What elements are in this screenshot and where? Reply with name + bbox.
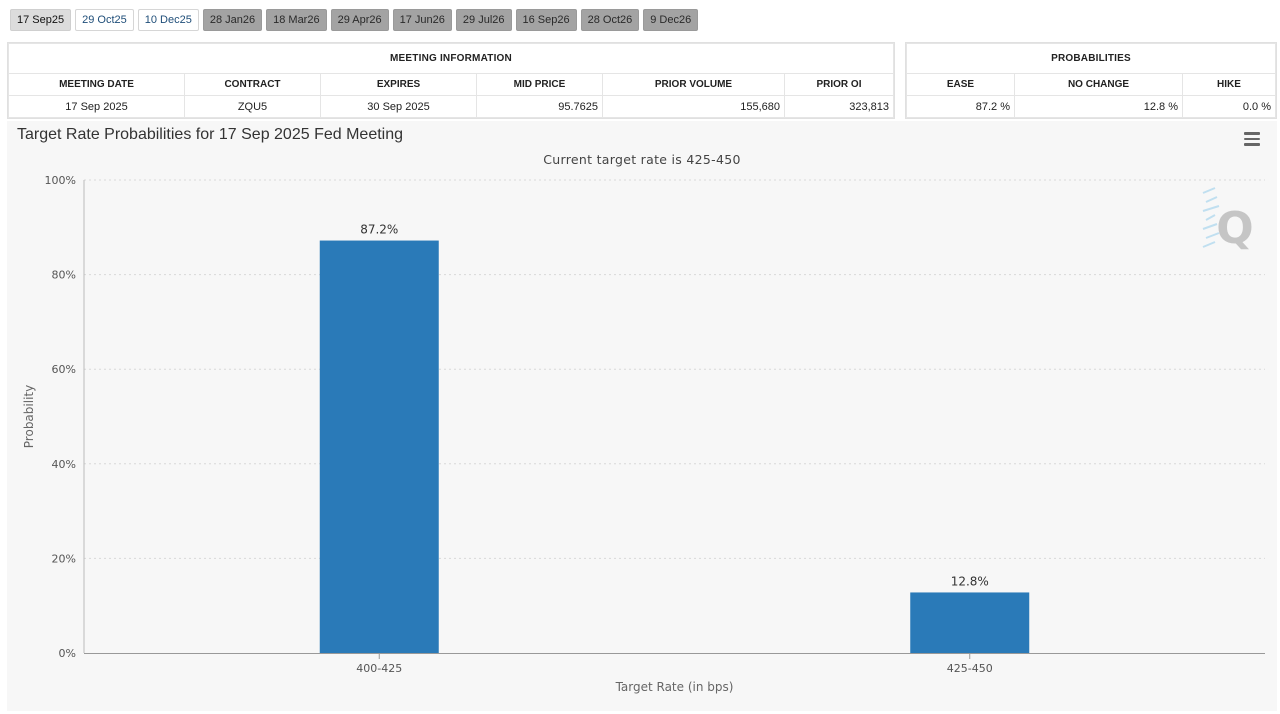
cell-mid-price: 95.7625 <box>476 95 603 118</box>
q-logo-stroke <box>1202 205 1220 212</box>
cell-ease: 87.2 % <box>906 95 1015 118</box>
q-logo-letter: Q <box>1216 203 1253 254</box>
meeting-information-table: MEETING INFORMATION MEETING DATE CONTRAC… <box>8 43 894 118</box>
y-tick-label: 60% <box>52 363 76 376</box>
meeting-tabs: 17 Sep25 29 Oct25 10 Dec25 28 Jan26 18 Mar26… <box>10 9 699 31</box>
cell-no-change: 12.8 % <box>1014 95 1183 118</box>
tab-29-oct25[interactable]: 29 Oct25 <box>75 9 134 31</box>
chart-svg: 0% 20% 40% 60% 80% 100% 87.2% 400-425 12.8% 425-4… <box>22 174 1265 694</box>
q-logo-stroke <box>1202 241 1216 248</box>
y-tick-label: 20% <box>52 552 76 565</box>
tab-29-apr26[interactable]: 29 Apr26 <box>330 9 389 31</box>
q-logo-stroke <box>1205 232 1220 239</box>
tab-10-dec25[interactable]: 10 Dec25 <box>137 9 199 31</box>
y-tick-label: 40% <box>52 458 76 471</box>
bar <box>319 240 439 653</box>
cell-prior-oi: 323,813 <box>784 95 894 118</box>
chart-title: Target Rate Probabilities for 17 Sep 202… <box>17 126 404 143</box>
header-ease: EASE <box>906 73 1015 96</box>
meeting-information-panel: MEETING INFORMATION MEETING DATE CONTRAC… <box>7 42 895 119</box>
header-meeting-date: MEETING DATE <box>8 73 185 96</box>
y-tick-label: 100% <box>45 174 76 187</box>
cell-prior-volume: 155,680 <box>602 95 785 118</box>
chart-subtitle: Current target rate is 425-450 <box>543 152 741 167</box>
probabilities-title: PROBABILITIES <box>906 43 1276 74</box>
tab-28-jan26[interactable]: 28 Jan26 <box>202 9 263 31</box>
y-axis-title: Probability <box>22 385 36 448</box>
x-axis-title: Target Rate (in bps) <box>615 680 734 694</box>
header-prior-oi: PRIOR OI <box>784 73 894 96</box>
header-hike: HIKE <box>1182 73 1276 96</box>
q-logo-stroke <box>1202 187 1216 194</box>
tab-28-oct26[interactable]: 28 Oct26 <box>580 9 640 31</box>
tab-16-sep26[interactable]: 16 Sep26 <box>515 9 577 31</box>
table-row: 87.2 % 12.8 % 0.0 % <box>906 95 1276 118</box>
x-tick-label: 425-450 <box>947 662 993 675</box>
x-tick-label: 400-425 <box>356 662 402 675</box>
tab-17-jun26[interactable]: 17 Jun26 <box>392 9 452 31</box>
cell-contract: ZQU5 <box>184 95 321 118</box>
hamburger-menu-icon[interactable] <box>1244 132 1260 146</box>
q-logo-stroke <box>1205 214 1216 221</box>
meeting-information-title: MEETING INFORMATION <box>8 43 894 74</box>
bar <box>910 592 1030 653</box>
probabilities-panel: PROBABILITIES EASE NO CHANGE HIKE 87.2 %… <box>905 42 1277 119</box>
tab-9-dec26[interactable]: 9 Dec26 <box>643 9 699 31</box>
header-mid-price: MID PRICE <box>476 73 603 96</box>
header-no-change: NO CHANGE <box>1014 73 1183 96</box>
q-logo-stroke <box>1205 196 1218 203</box>
probabilities-table: PROBABILITIES EASE NO CHANGE HIKE 87.2 %… <box>906 43 1276 118</box>
cell-expires: 30 Sep 2025 <box>320 95 477 118</box>
data-label: 87.2% <box>360 223 398 237</box>
tab-18-mar26[interactable]: 18 Mar26 <box>266 9 327 31</box>
target-rate-chart: 0% 20% 40% 60% 80% 100% 87.2% 400-425 12.8% 425-4… <box>7 121 1277 711</box>
q-logo-icon: Q <box>1202 187 1254 254</box>
header-contract: CONTRACT <box>184 73 321 96</box>
cell-meeting-date: 17 Sep 2025 <box>8 95 185 118</box>
y-tick-label: 80% <box>52 269 76 282</box>
header-expires: EXPIRES <box>320 73 477 96</box>
data-label: 12.8% <box>951 574 989 588</box>
tab-29-jul26[interactable]: 29 Jul26 <box>455 9 512 31</box>
q-logo-stroke <box>1202 223 1218 230</box>
cell-hike: 0.0 % <box>1182 95 1276 118</box>
y-tick-label: 0% <box>59 647 76 660</box>
header-prior-volume: PRIOR VOLUME <box>602 73 785 96</box>
table-row: 17 Sep 2025 ZQU5 30 Sep 2025 95.7625 155… <box>8 95 894 118</box>
tab-17-sep25[interactable]: 17 Sep25 <box>10 9 72 31</box>
